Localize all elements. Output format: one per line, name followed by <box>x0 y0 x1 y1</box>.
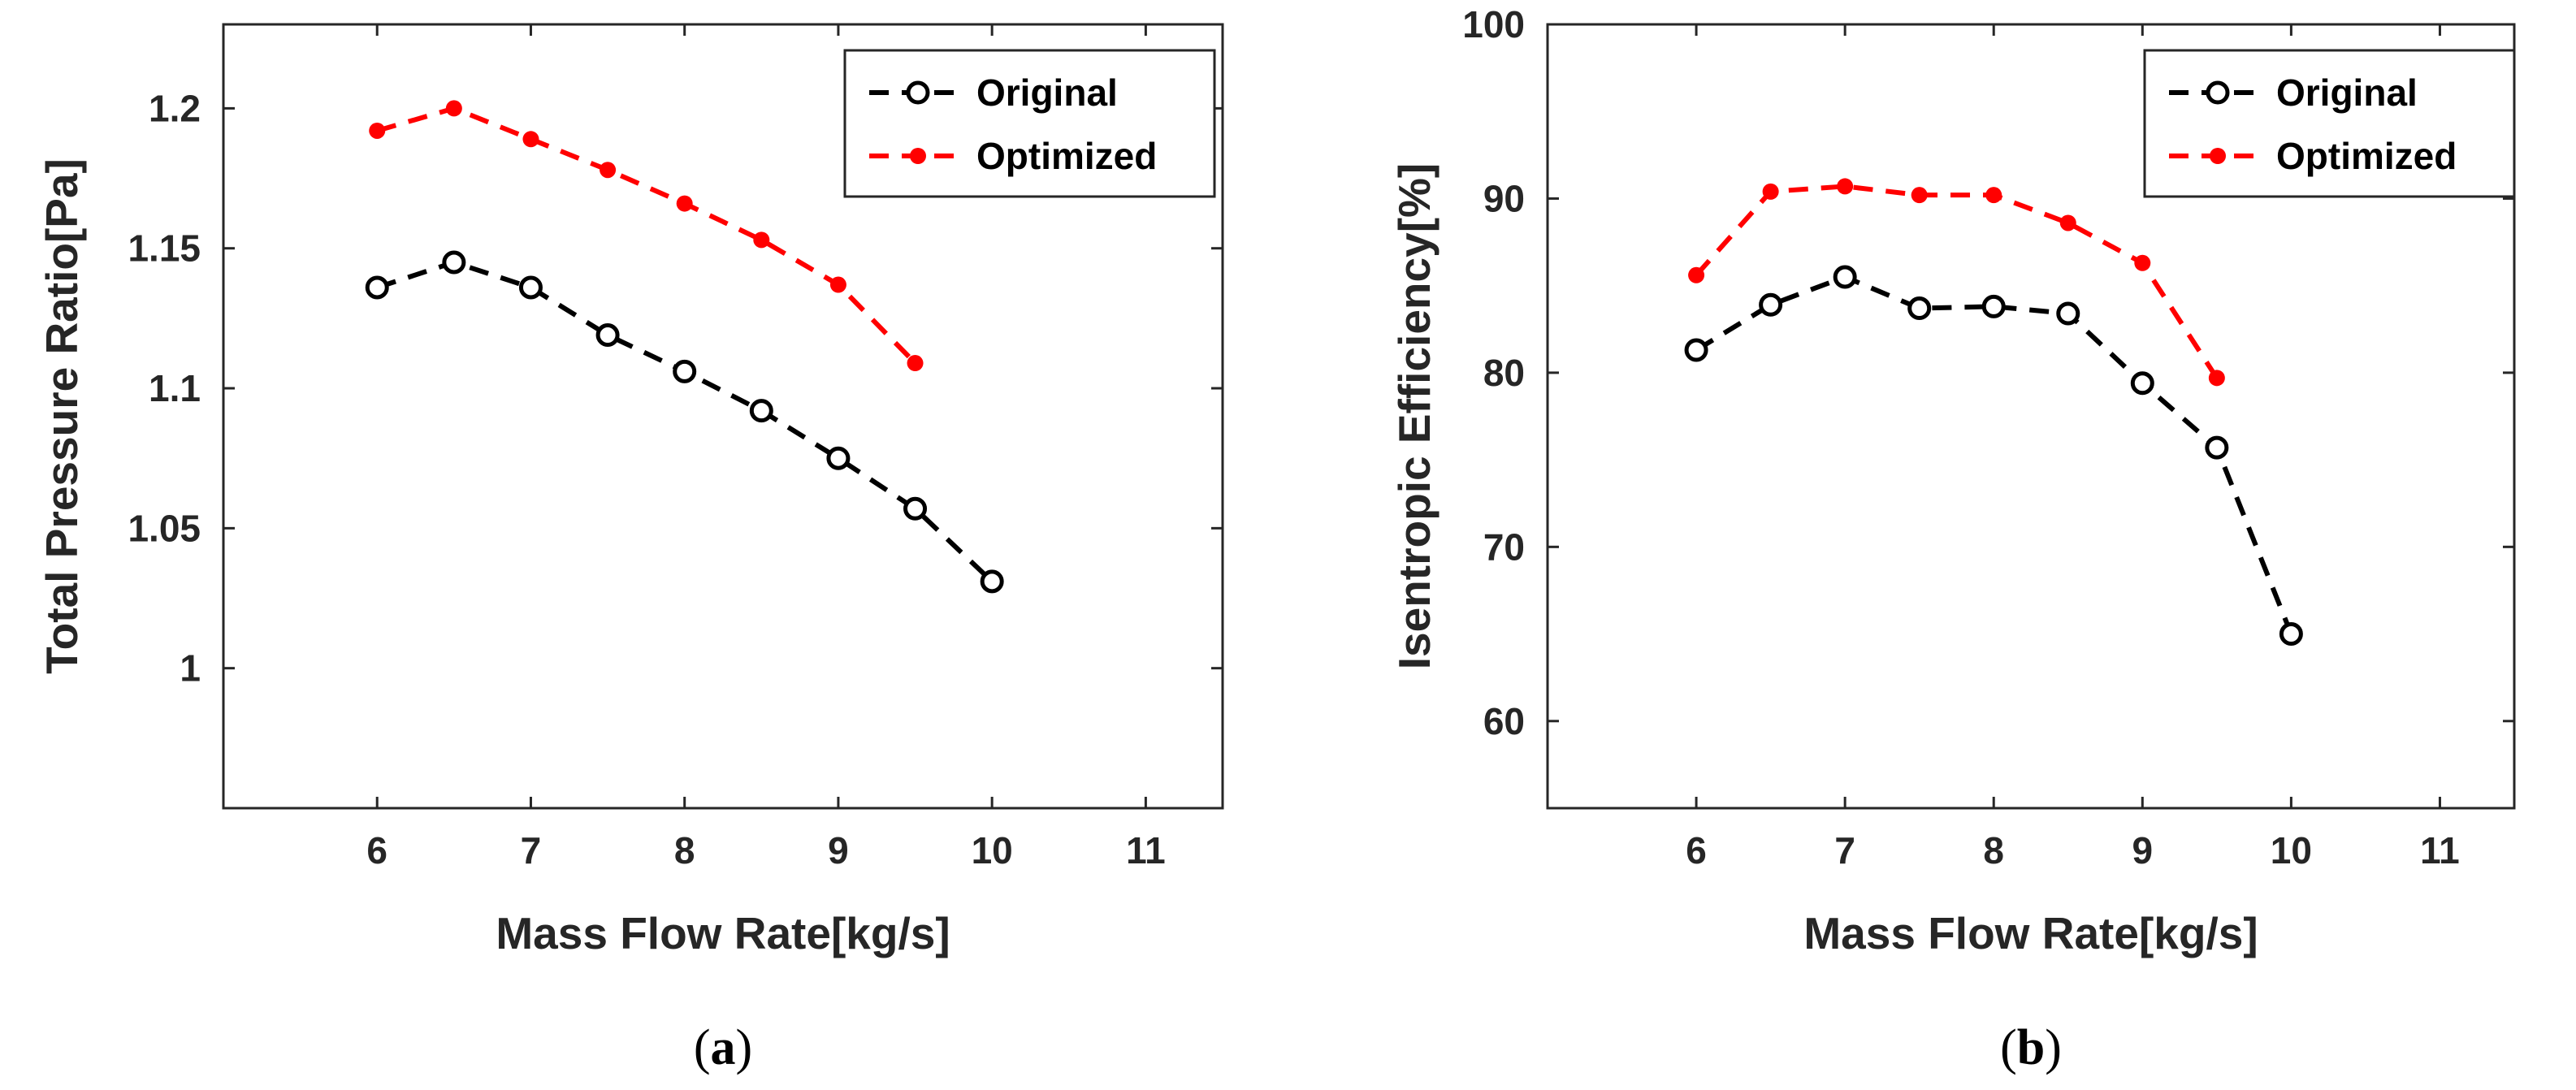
x-tick-label-a: 11 <box>1126 829 1166 872</box>
x-tick-label-a: 9 <box>828 829 849 872</box>
data-point-original-a <box>365 275 389 300</box>
y-tick-label-b: 90 <box>1483 177 1525 219</box>
legend-marker-optimized-a <box>910 148 926 164</box>
legend-marker-optimized-b <box>2210 148 2226 164</box>
series-line-optimized-b <box>1694 184 2219 379</box>
data-point-original-b <box>2279 622 2303 647</box>
data-point-optimized-a <box>907 355 924 372</box>
data-point-original-b <box>1833 265 1857 289</box>
panel-caption-b: (b) <box>2000 1020 2062 1075</box>
data-point-optimized-b <box>1837 178 1854 195</box>
data-point-optimized-a <box>600 162 617 179</box>
data-point-original-b <box>1759 292 1783 317</box>
data-point-optimized-a <box>753 231 770 249</box>
legend-label-original-a: Original <box>976 71 1118 114</box>
series-line-original-b <box>1695 274 2294 635</box>
y-tick-label-a: 1.15 <box>128 227 201 270</box>
legend-label-optimized-a: Optimized <box>976 135 1157 177</box>
data-point-original-b <box>2130 371 2154 396</box>
data-point-optimized-b <box>1911 187 1928 204</box>
series-line-optimized-a <box>376 106 917 365</box>
y-tick-label-b: 80 <box>1483 352 1525 394</box>
x-tick-label-b: 9 <box>2132 829 2154 872</box>
y-tick-label-a: 1.05 <box>128 507 201 549</box>
data-point-original-a <box>826 446 851 470</box>
x-tick-label-a: 7 <box>521 829 542 872</box>
x-tick-label-b: 8 <box>1983 829 2004 872</box>
data-point-original-b <box>2056 301 2080 326</box>
data-point-original-a <box>673 359 697 383</box>
x-tick-label-b: 7 <box>1834 829 1855 872</box>
data-point-optimized-b <box>1985 187 2002 204</box>
y-tick-label-b: 100 <box>1462 3 1525 45</box>
x-tick-label-a: 6 <box>366 829 387 872</box>
x-tick-label-a: 10 <box>972 829 1013 872</box>
x-tick-label-a: 8 <box>674 829 695 872</box>
data-point-optimized-a <box>522 131 539 148</box>
data-point-optimized-a <box>369 122 386 139</box>
x-tick-label-b: 6 <box>1686 829 1707 872</box>
chart-panel-b: 6 7 8 9 10 11 60 70 80 90 100 Mass Flow Rate[kg/s] I… <box>1389 3 2516 1075</box>
data-point-original-b <box>1684 338 1708 362</box>
y-tick-label-a: 1.2 <box>149 87 201 129</box>
data-point-optimized-a <box>829 276 846 293</box>
legend-a: Original Optimized <box>843 49 1216 198</box>
legend-marker-original-a <box>906 80 930 105</box>
x-axis-label-a: Mass Flow Rate[kg/s] <box>496 908 950 958</box>
x-tick-label-b: 11 <box>2420 829 2460 872</box>
data-point-original-a <box>903 496 928 521</box>
data-point-original-a <box>595 323 620 348</box>
data-point-original-b <box>2205 435 2229 460</box>
data-point-optimized-a <box>445 100 462 117</box>
y-tick-label-a: 1.1 <box>149 367 201 409</box>
data-point-original-b <box>1981 294 2006 318</box>
x-tick-label-b: 10 <box>2271 829 2312 872</box>
legend-label-optimized-b: Optimized <box>2276 135 2457 177</box>
y-tick-label-b: 60 <box>1483 700 1525 742</box>
legend-b: Original Optimized <box>2143 49 2516 198</box>
data-point-original-b <box>1907 296 1932 321</box>
panel-caption-a: (a) <box>694 1020 752 1075</box>
data-point-original-a <box>518 275 543 300</box>
data-point-optimized-b <box>2059 214 2076 231</box>
data-point-original-a <box>442 250 466 275</box>
data-point-optimized-b <box>1762 183 1779 200</box>
data-point-optimized-b <box>1688 266 1705 283</box>
y-axis-label-a: Total Pressure Ratio[Pa] <box>37 158 87 674</box>
legend-box-a <box>843 49 1216 198</box>
data-point-original-a <box>749 399 773 423</box>
data-point-optimized-a <box>676 195 693 212</box>
legend-box-b <box>2143 49 2516 198</box>
data-point-optimized-b <box>2208 370 2225 387</box>
y-tick-label-b: 70 <box>1483 526 1525 568</box>
data-point-original-a <box>980 569 1004 594</box>
x-axis-label-b: Mass Flow Rate[kg/s] <box>1803 908 2258 958</box>
legend-label-original-b: Original <box>2276 71 2418 114</box>
data-point-optimized-b <box>2134 254 2151 271</box>
y-axis-label-b: Isentropic Efficiency[%] <box>1389 163 1440 669</box>
y-tick-label-a: 1 <box>180 647 201 690</box>
legend-marker-original-b <box>2206 80 2230 105</box>
